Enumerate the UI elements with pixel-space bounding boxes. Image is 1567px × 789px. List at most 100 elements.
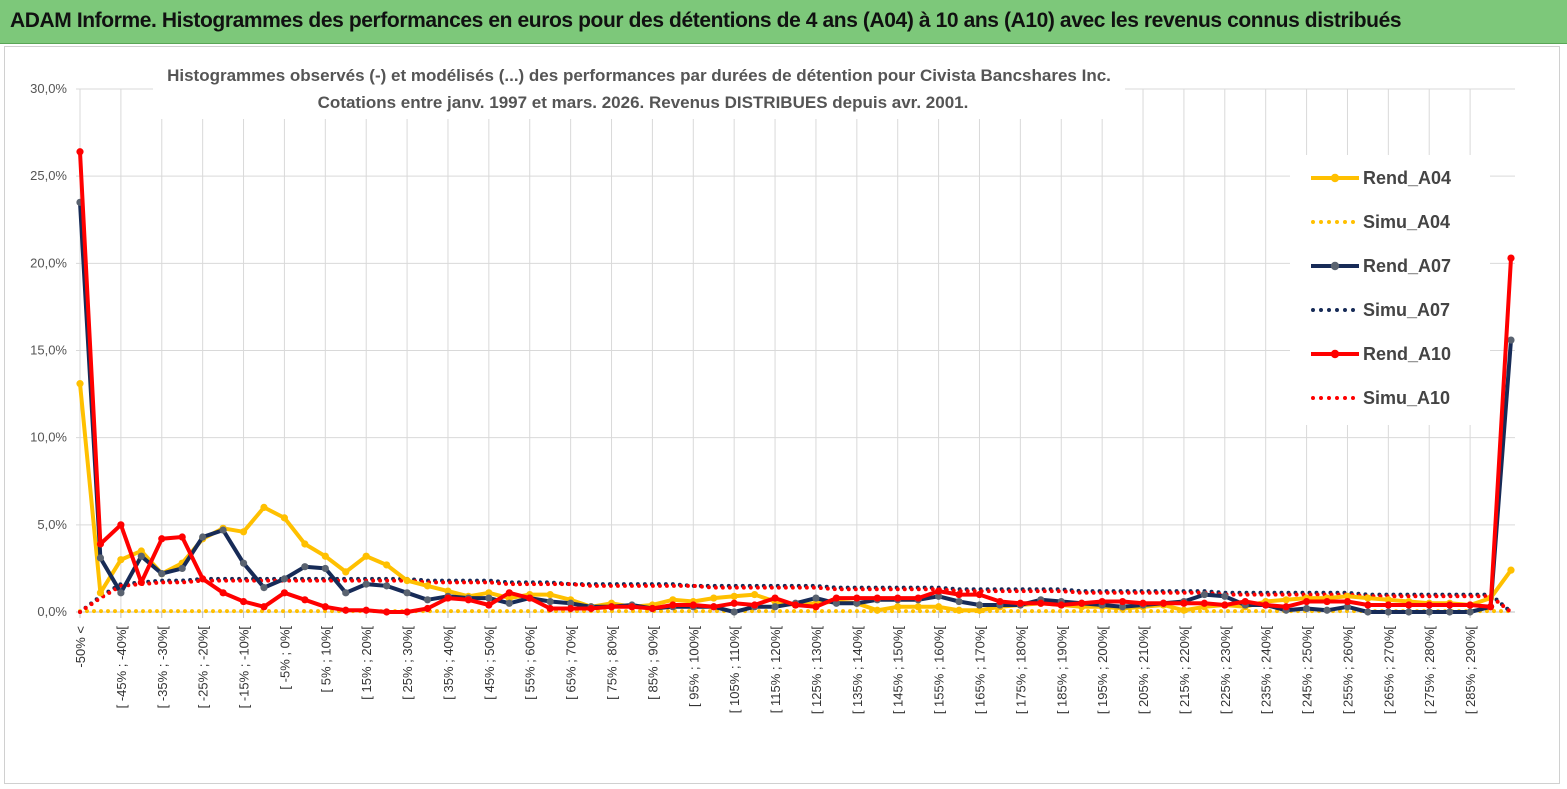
data-point bbox=[383, 582, 391, 590]
y-axis-ticks: 0,0% 5,0% 10,0% 15,0% 20,0% 25,0% 30,0% bbox=[30, 81, 67, 619]
y-tick-label: 20,0% bbox=[30, 255, 67, 270]
data-point bbox=[955, 606, 963, 614]
data-point bbox=[894, 603, 902, 611]
data-point bbox=[117, 556, 125, 564]
data-point bbox=[1466, 608, 1474, 616]
data-point bbox=[853, 594, 861, 602]
data-point bbox=[1302, 604, 1311, 613]
data-point bbox=[403, 608, 411, 616]
data-point bbox=[955, 597, 963, 606]
data-point bbox=[342, 568, 350, 576]
data-point bbox=[383, 608, 391, 616]
data-point bbox=[96, 589, 105, 597]
data-point bbox=[239, 559, 248, 567]
data-point bbox=[1384, 596, 1392, 604]
data-point bbox=[239, 528, 248, 536]
legend-marker bbox=[1330, 261, 1340, 271]
data-point bbox=[505, 599, 513, 607]
x-tick-label: [ 175% ; 180%[ bbox=[1013, 626, 1028, 715]
data-point bbox=[485, 601, 493, 609]
data-point bbox=[1262, 601, 1270, 609]
x-tick-label: -50% < bbox=[73, 626, 88, 668]
data-point bbox=[996, 597, 1004, 606]
x-tick-label: [ 115% ; 120%[ bbox=[768, 626, 783, 714]
y-tick-label: 15,0% bbox=[30, 343, 67, 358]
data-point bbox=[485, 589, 493, 597]
data-point bbox=[1364, 608, 1372, 616]
data-point bbox=[158, 570, 166, 578]
data-point bbox=[1466, 601, 1474, 609]
data-point bbox=[76, 380, 84, 388]
data-point bbox=[914, 594, 922, 602]
legend-item-Simu_A10: Simu_A10 bbox=[1311, 388, 1450, 408]
data-point bbox=[137, 578, 145, 586]
legend-item-Rend_A10: Rend_A10 bbox=[1311, 344, 1451, 364]
data-point bbox=[362, 606, 370, 614]
data-point bbox=[1343, 592, 1352, 600]
data-point bbox=[1159, 599, 1168, 607]
legend-label: Rend_A04 bbox=[1363, 168, 1451, 188]
x-tick-label: [ 235% ; 240%[ bbox=[1259, 626, 1274, 715]
data-point bbox=[526, 594, 534, 602]
chart-frame: 0,0% 5,0% 10,0% 15,0% 20,0% 25,0% 30,0% -50% <… bbox=[4, 46, 1560, 784]
data-point bbox=[137, 547, 145, 555]
x-axis-ticks: -50% < [ -45% ; -40%[[ -35% ; -30%[[ -25%… bbox=[73, 626, 1478, 715]
x-tick-label: [ 265% ; 270%[ bbox=[1381, 626, 1396, 715]
data-point bbox=[1446, 608, 1454, 616]
data-point bbox=[280, 575, 289, 583]
data-point bbox=[1037, 599, 1045, 607]
y-tick-label: 10,0% bbox=[30, 430, 67, 445]
data-point bbox=[280, 589, 289, 597]
data-point bbox=[444, 587, 452, 595]
data-point bbox=[607, 603, 616, 611]
data-point bbox=[219, 589, 227, 597]
data-point bbox=[1446, 601, 1454, 609]
data-point bbox=[812, 603, 820, 611]
data-point bbox=[178, 564, 186, 573]
data-point bbox=[1384, 608, 1392, 616]
data-point bbox=[1507, 254, 1515, 262]
legend: Rend_A04 Simu_A04 Rend_A07 Simu_A07 Rend_A10… bbox=[1311, 168, 1451, 408]
x-tick-label: [ -25% ; -20%[ bbox=[196, 626, 211, 709]
data-point bbox=[1118, 603, 1127, 611]
data-point bbox=[301, 540, 309, 548]
x-tick-label: [ 275% ; 280%[ bbox=[1422, 626, 1437, 715]
series-Simu_A10 bbox=[78, 578, 1513, 614]
page-title: ADAM Informe. Histogrammes des performan… bbox=[10, 9, 1402, 32]
data-point bbox=[730, 592, 738, 600]
data-point bbox=[1057, 601, 1065, 609]
chart-gridlines bbox=[76, 88, 1515, 618]
data-point bbox=[1180, 606, 1188, 614]
data-point bbox=[710, 603, 718, 611]
data-point bbox=[1323, 606, 1331, 614]
data-point bbox=[914, 603, 922, 611]
data-point bbox=[648, 604, 657, 613]
data-point bbox=[96, 540, 105, 548]
data-point bbox=[403, 577, 411, 585]
line-chart: 0,0% 5,0% 10,0% 15,0% 20,0% 25,0% 30,0% -50% <… bbox=[30, 61, 1515, 715]
legend-item-Rend_A04: Rend_A04 bbox=[1311, 168, 1451, 188]
legend-item-Simu_A04: Simu_A04 bbox=[1311, 212, 1450, 232]
data-point bbox=[423, 582, 432, 590]
x-tick-label: [ 75% ; 80%[ bbox=[605, 626, 620, 700]
chart-title: Histogrammes observés (-) et modélisés (… bbox=[167, 66, 1111, 85]
x-tick-label: [ -45% ; -40%[ bbox=[114, 626, 129, 709]
data-point bbox=[730, 599, 738, 607]
data-point bbox=[96, 554, 105, 562]
data-point bbox=[505, 594, 513, 602]
y-tick-label: 30,0% bbox=[30, 81, 67, 96]
data-point bbox=[1241, 597, 1249, 606]
data-point bbox=[1343, 603, 1352, 611]
data-point bbox=[791, 601, 800, 609]
data-point bbox=[342, 589, 350, 597]
data-point bbox=[751, 590, 759, 599]
data-point bbox=[832, 599, 840, 607]
data-point bbox=[975, 601, 984, 609]
data-point bbox=[199, 575, 207, 583]
data-point bbox=[485, 594, 493, 602]
data-point bbox=[1486, 603, 1495, 611]
data-point bbox=[321, 603, 329, 611]
data-point bbox=[260, 603, 268, 611]
data-point bbox=[178, 533, 186, 541]
data-point bbox=[873, 594, 881, 602]
